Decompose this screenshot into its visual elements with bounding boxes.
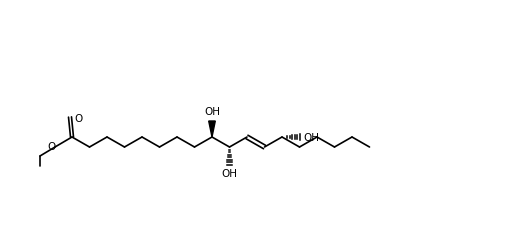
Polygon shape — [209, 122, 215, 137]
Text: O: O — [47, 141, 55, 151]
Text: OH: OH — [204, 106, 220, 116]
Text: OH: OH — [303, 132, 319, 142]
Text: O: O — [74, 113, 82, 123]
Text: OH: OH — [221, 168, 237, 178]
